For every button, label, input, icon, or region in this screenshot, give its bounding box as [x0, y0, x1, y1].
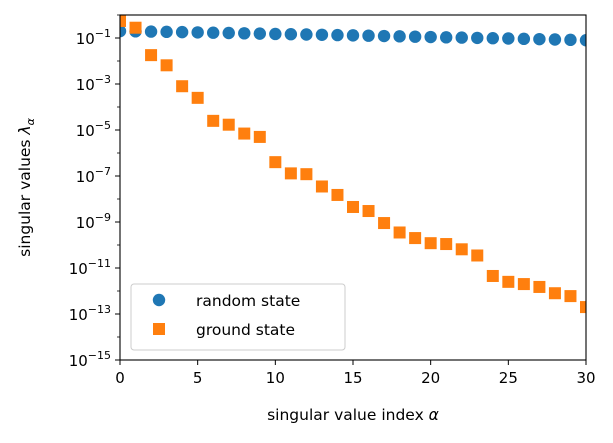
y-axis-ticks: 10−1 10−3 10−5 10−7 10−9 10−11 10−13 10−15: [69, 14, 120, 370]
x-tick-label: 20: [421, 369, 440, 387]
ground-state-point: [253, 130, 266, 143]
ground-state-point: [238, 127, 251, 140]
x-axis-label: singular value index α: [267, 406, 439, 424]
x-tick-label: 15: [343, 369, 362, 387]
ground-state-point: [455, 243, 468, 256]
y-tick-label: 10−5: [76, 119, 111, 140]
random-state-point: [284, 28, 298, 41]
random-state-point: [455, 31, 468, 44]
y-tick-label: 10−1: [76, 27, 111, 48]
random-state-point: [175, 25, 189, 39]
y-axis-label: singular values λα: [16, 117, 37, 257]
random-state-point: [315, 28, 329, 41]
random-state-point: [253, 27, 266, 40]
ground-state-point: [347, 200, 359, 213]
ground-state-point: [471, 249, 484, 262]
random-state-point: [471, 31, 484, 45]
x-axis-ticks: 0 5 10 15 20 25 30: [115, 360, 596, 387]
x-tick-label: 10: [266, 369, 285, 387]
y-tick-label: 10−13: [69, 303, 111, 324]
random-state-point: [191, 26, 204, 39]
y-tick-label: 10−11: [69, 257, 111, 278]
ground-state-point: [120, 15, 126, 27]
ground-state-point: [393, 226, 406, 239]
x-tick-label: 0: [115, 369, 125, 387]
legend: random state ground state: [130, 283, 346, 351]
random-state-point: [120, 24, 127, 38]
random-state-point: [408, 30, 422, 43]
ground-state-point: [517, 278, 530, 291]
legend-marker-ground-state: [153, 323, 165, 335]
ground-state-point: [129, 21, 142, 34]
ground-state-point: [409, 232, 422, 245]
y-tick-label: 10−3: [76, 73, 111, 94]
legend-marker-random-state: [152, 293, 166, 307]
random-state-point: [331, 28, 344, 42]
random-state-point: [440, 31, 453, 44]
random-state-point: [548, 33, 562, 46]
ground-state-point: [315, 180, 328, 193]
random-state-point: [222, 26, 235, 40]
legend-box: [130, 283, 346, 351]
random-state-point: [269, 27, 282, 41]
ground-state-point: [284, 167, 297, 180]
random-state-point: [144, 25, 158, 38]
ground-state-point: [424, 237, 437, 250]
ground-state-point: [145, 49, 158, 62]
random-state-point: [533, 32, 546, 46]
ground-state-point: [564, 290, 577, 303]
random-state-point: [300, 28, 313, 41]
random-state-point: [393, 30, 406, 43]
random-state-point: [424, 30, 437, 44]
ground-state-point: [269, 156, 282, 169]
random-state-point: [486, 32, 499, 45]
y-tick-label: 10−7: [76, 165, 111, 186]
x-tick-label: 5: [193, 369, 203, 387]
ground-state-point: [176, 80, 189, 93]
ground-state-point: [222, 118, 235, 131]
random-state-point: [238, 27, 251, 40]
ground-state-point: [300, 168, 313, 181]
random-state-point: [207, 26, 220, 39]
random-state-point: [377, 29, 391, 43]
plot-marks: [120, 15, 586, 314]
ground-state-point: [160, 59, 173, 72]
random-state-point: [564, 33, 577, 47]
legend-label-ground-state: ground state: [196, 321, 295, 339]
x-tick-label: 30: [576, 369, 595, 387]
ground-state-point: [331, 188, 344, 201]
ground-state-point: [580, 301, 586, 314]
ground-state-point: [362, 205, 375, 218]
random-state-point: [362, 29, 375, 42]
random-state-point: [160, 25, 173, 39]
random-state-point: [346, 29, 360, 42]
random-state-point: [517, 32, 531, 46]
ground-state-point: [548, 287, 561, 300]
ground-state-point: [378, 217, 391, 230]
ground-state-point: [207, 114, 220, 127]
ground-state-point: [440, 238, 453, 251]
ground-state-point: [533, 280, 546, 293]
random-state-point: [502, 32, 515, 45]
ground-state-point: [191, 91, 204, 104]
ground-state-point: [486, 269, 499, 282]
ground-state-point: [502, 275, 515, 288]
legend-label-random-state: random state: [196, 292, 300, 310]
y-tick-label: 10−9: [76, 211, 111, 232]
x-tick-label: 25: [499, 369, 518, 387]
y-tick-label: 10−15: [69, 349, 111, 370]
random-state-point: [579, 34, 586, 47]
